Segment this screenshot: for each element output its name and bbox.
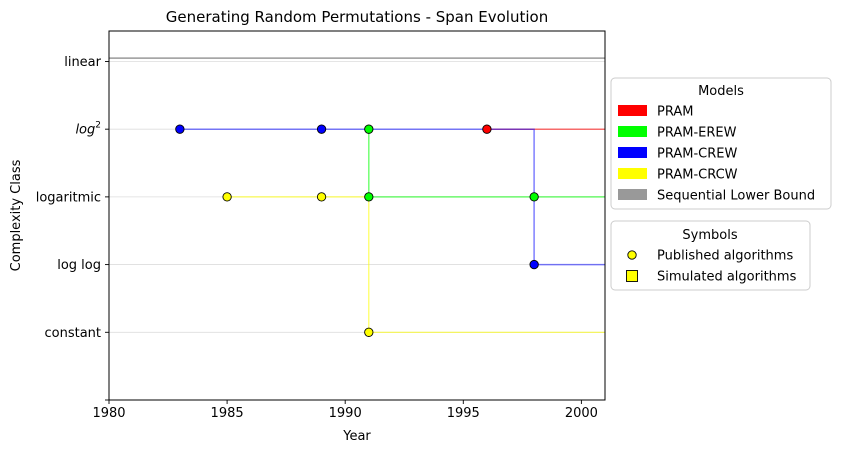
legend-swatch [618, 168, 647, 179]
data-point [316, 124, 327, 134]
series-line-pram-crcw [227, 196, 605, 333]
x-axis-label: Year [342, 429, 371, 444]
y-axis-label: Complexity Class [9, 159, 24, 271]
plot-frame [108, 30, 606, 401]
x-tick-label: 2000 [565, 406, 598, 421]
y-tick-label: linear [64, 55, 101, 70]
legend-label: Simulated algorithms [657, 270, 797, 285]
legend-symbols-title: Symbols [682, 228, 737, 243]
data-points [175, 124, 539, 337]
legend-label: Sequential Lower Bound [657, 189, 815, 204]
legend-label: PRAM-CREW [657, 147, 737, 162]
data-point [175, 124, 185, 134]
data-point [529, 192, 539, 202]
data-point [222, 192, 232, 202]
legend-label: Published algorithms [657, 249, 793, 264]
legend-label: PRAM [657, 105, 693, 120]
x-tick-label: 1985 [211, 406, 244, 421]
data-point [364, 192, 374, 202]
legend-models: Models PRAM PRAM-EREW PRAM-CREW PRAM-CRCW Se… [610, 77, 832, 210]
legend-marker-square [626, 270, 638, 282]
legend-marker-circle [627, 250, 637, 260]
data-point [316, 192, 327, 202]
data-point [364, 124, 374, 134]
legend-symbols: Symbols Published algorithms Simulated al… [610, 220, 811, 291]
x-tick-label: 1980 [92, 406, 125, 421]
y-tick-label: logaritmic [36, 190, 101, 205]
y-axis: linear log2 logaritmic log log constant [36, 55, 109, 401]
x-axis: 1980 1985 1990 1995 2000 [92, 400, 598, 421]
x-tick-label: 1990 [329, 406, 362, 421]
data-point [529, 259, 539, 270]
chart-title: Generating Random Permutations - Span Ev… [166, 8, 548, 26]
series-line-pram-erew [368, 129, 605, 198]
legend-label: PRAM-EREW [657, 126, 737, 141]
y-tick-label: log2 [75, 121, 101, 138]
legend-swatch [618, 147, 647, 158]
y-tick-label: log log [57, 258, 101, 273]
x-tick-label: 1995 [447, 406, 480, 421]
legend-swatch [618, 126, 647, 137]
legend-label: PRAM-CRCW [657, 168, 738, 183]
y-tick-label: constant [44, 326, 101, 341]
data-point [364, 327, 374, 337]
data-point [482, 124, 492, 134]
legend-swatch [618, 189, 647, 200]
legend-swatch [618, 105, 647, 116]
legend-models-title: Models [698, 84, 744, 99]
